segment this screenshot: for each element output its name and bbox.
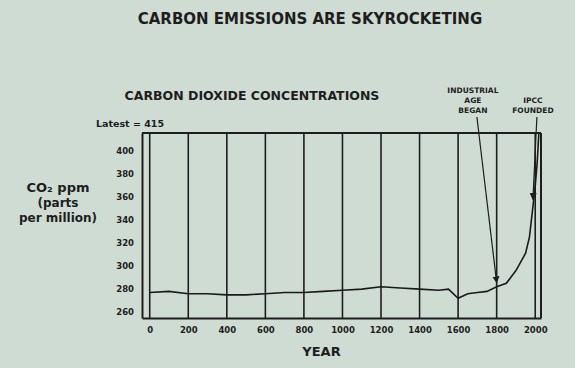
y-axis-title: CO₂ ppm(partsper million) [19, 180, 97, 225]
grid-line [303, 133, 305, 318]
tick-label: 400 [218, 325, 236, 335]
tick-label: 0 [147, 325, 153, 335]
grid-line [380, 133, 382, 318]
chart: 0 200 400 600 800 1000 1200 1400 1600 1800 2000 260… [0, 0, 575, 368]
tick-label: 280 [116, 284, 134, 294]
tick: 380 [116, 169, 142, 179]
tick-label: 1800 [485, 325, 509, 335]
tick-label: 260 [116, 307, 134, 317]
chart-title: CARBON DIOXIDE CONCENTRATIONS [125, 88, 380, 103]
tick-label: 1000 [331, 325, 355, 335]
annotation: INDUSTRIALAGEBEGAN [447, 86, 498, 115]
tick-label: 1200 [370, 325, 394, 335]
grid-line [149, 133, 151, 318]
tick: 800 [296, 318, 314, 335]
grid-line [187, 133, 189, 318]
tick: 1600 [447, 318, 471, 335]
tick-label: 340 [116, 215, 134, 225]
tick-label: 1400 [408, 325, 432, 335]
y-axis: 260 280 300 320 340 360 380 400 [116, 134, 142, 319]
tick-label: 2000 [524, 325, 548, 335]
co2-line [150, 133, 539, 298]
axis-line [143, 318, 542, 320]
tick: 1800 [485, 318, 509, 335]
x-axis-title: YEAR [301, 344, 340, 359]
tick: 360 [116, 192, 142, 202]
grid-line [419, 133, 421, 318]
tick-label: 320 [116, 238, 134, 248]
annotation: Latest = 415 [96, 118, 164, 129]
grid-line [496, 133, 498, 318]
tick: 2000 [524, 318, 548, 335]
tick-label: 1600 [447, 325, 471, 335]
tick-label: 600 [257, 325, 275, 335]
tick: 400 [218, 318, 236, 335]
grid-line [265, 133, 267, 318]
annotation-arrow [533, 117, 537, 200]
tick-label: 300 [116, 261, 134, 271]
plot-area [150, 133, 539, 298]
frame-right [540, 133, 542, 318]
tick-label: 200 [180, 325, 198, 335]
tick: 320 [116, 238, 142, 248]
annotation-arrow [477, 117, 497, 283]
tick: 0 [147, 318, 153, 335]
tick-label: 360 [116, 192, 134, 202]
tick: 340 [116, 215, 142, 225]
tick: 280 [116, 284, 142, 294]
grid-line [226, 133, 228, 318]
tick: 1400 [408, 318, 432, 335]
tick-label: 800 [296, 325, 314, 335]
tick: 200 [180, 318, 198, 335]
tick: 600 [257, 318, 275, 335]
tick-label: 380 [116, 169, 134, 179]
tick: 1200 [370, 318, 394, 335]
title: CARBON EMISSIONS ARE SKYROCKETING [138, 10, 483, 28]
tick: 1000 [331, 318, 355, 335]
frame-top [142, 132, 541, 134]
x-axis: 0 200 400 600 800 1000 1200 1400 1600 1800 2000 [143, 318, 548, 335]
tick: 300 [116, 261, 142, 271]
tick: 400 [116, 146, 142, 156]
annotation: IPCCFOUNDED [512, 96, 553, 115]
grid-line [457, 133, 459, 318]
axis-line [142, 134, 144, 319]
tick-label: 400 [116, 146, 134, 156]
tick: 260 [116, 307, 142, 317]
background [0, 0, 575, 368]
